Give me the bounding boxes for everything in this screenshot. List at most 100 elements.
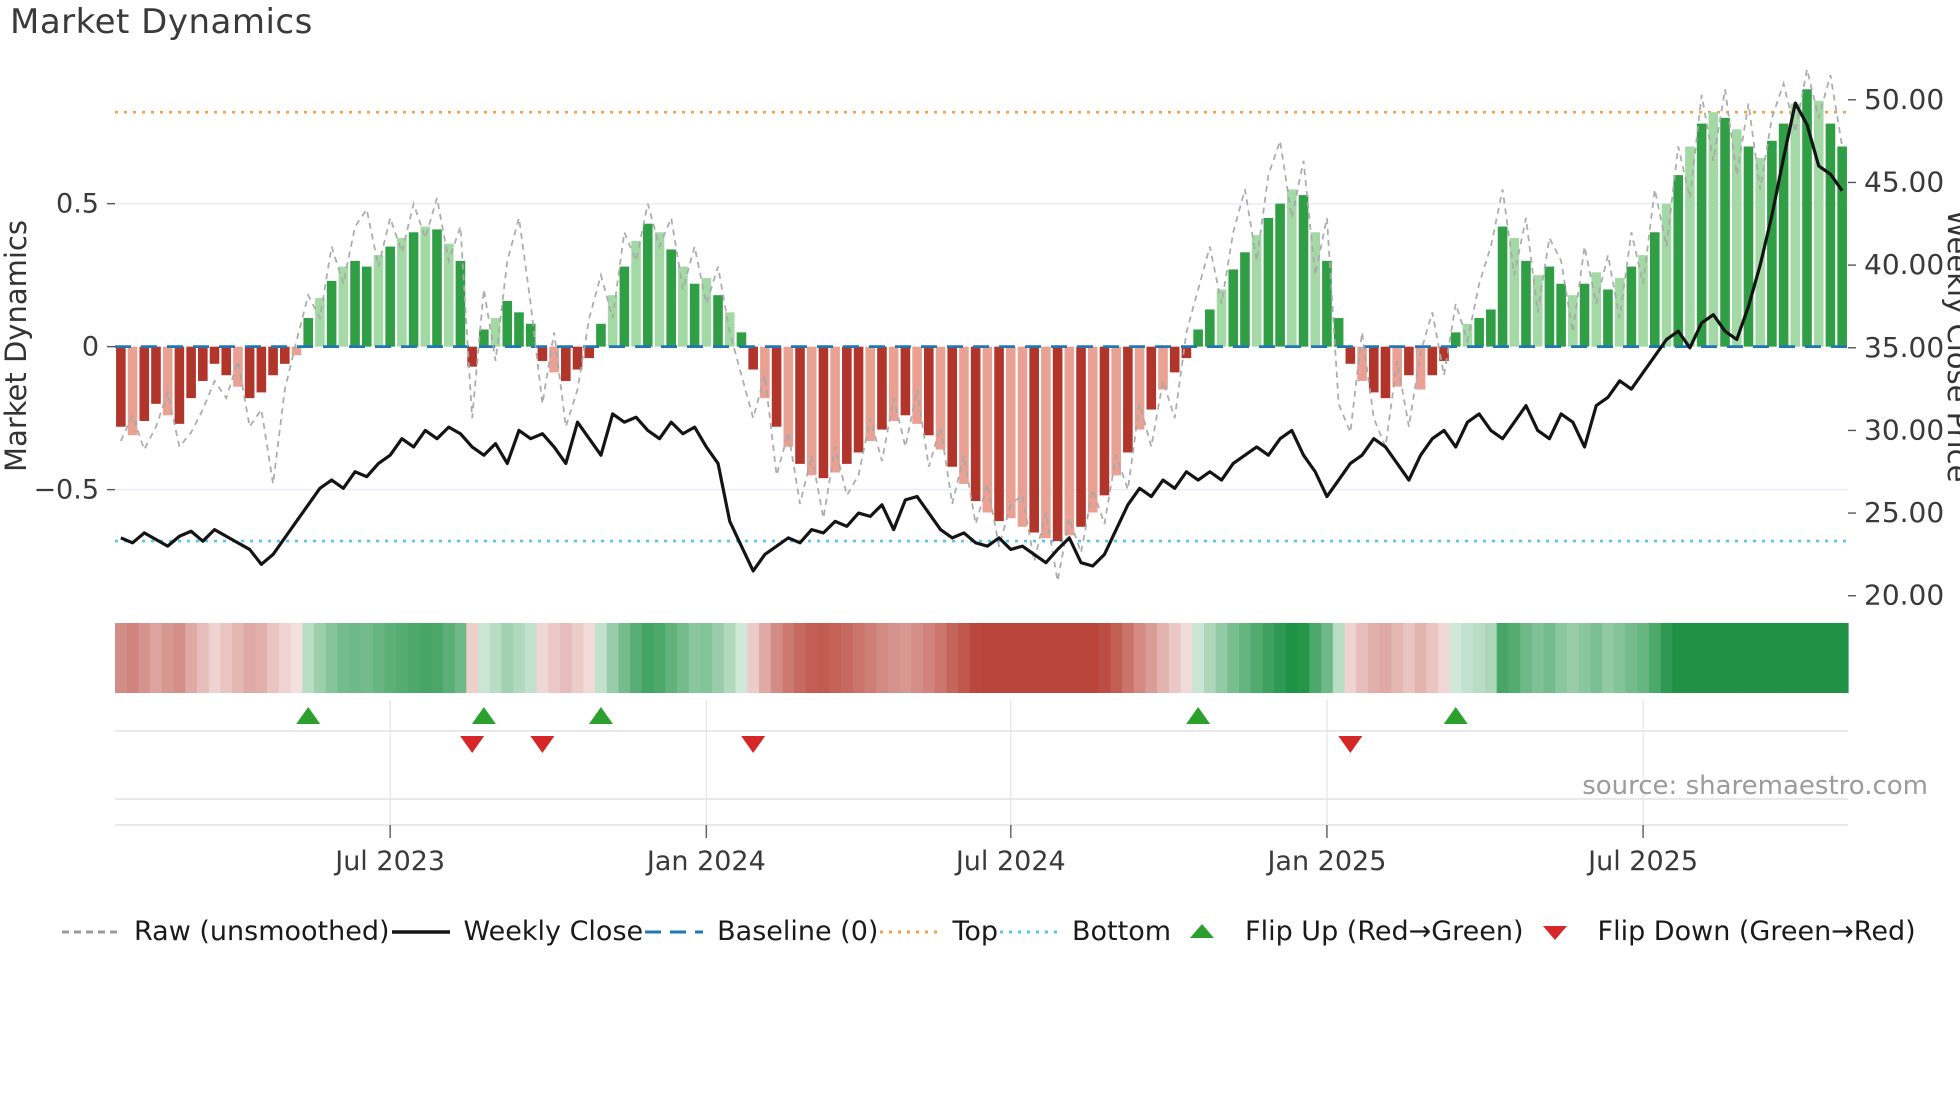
heatmap-cell bbox=[583, 623, 596, 693]
flip-up-marker bbox=[588, 707, 613, 724]
signal-heatmap-strip bbox=[115, 623, 1849, 693]
heatmap-cell bbox=[899, 623, 912, 693]
oscillator-bar bbox=[888, 346, 899, 421]
oscillator-bar bbox=[1193, 329, 1203, 347]
heatmap-cell bbox=[1836, 623, 1849, 693]
oscillator-bar bbox=[186, 346, 196, 399]
oscillator-bar bbox=[1837, 146, 1847, 347]
oscillator-bar bbox=[244, 346, 255, 399]
oscillator-bar bbox=[1099, 346, 1110, 496]
y-axis-label-right: Weekly Close Price bbox=[1941, 210, 1960, 483]
right-tick-label: 50.00 bbox=[1864, 83, 1944, 116]
oscillator-bar bbox=[1345, 346, 1356, 364]
oscillator-bar bbox=[1603, 289, 1613, 347]
heatmap-cell bbox=[1578, 623, 1591, 693]
heatmap-cell bbox=[1110, 623, 1123, 693]
heatmap-cell bbox=[1250, 623, 1264, 693]
heatmap-cell bbox=[1086, 623, 1100, 693]
oscillator-bar bbox=[1146, 346, 1157, 410]
heatmap-cell bbox=[360, 623, 374, 693]
oscillator-bar bbox=[1333, 318, 1344, 347]
right-tick-label: 25.00 bbox=[1864, 496, 1944, 529]
oscillator-bar bbox=[701, 278, 712, 347]
oscillator-bar bbox=[1322, 260, 1332, 347]
heatmap-cell bbox=[922, 623, 936, 693]
oscillator-bar bbox=[596, 323, 606, 347]
line-sample-icon bbox=[391, 929, 450, 934]
oscillator-bar bbox=[619, 266, 630, 347]
heatmap-cell bbox=[1414, 623, 1428, 693]
oscillator-bar bbox=[1767, 140, 1777, 347]
weekly-close-line bbox=[120, 101, 1844, 573]
heatmap-cell bbox=[1485, 623, 1498, 693]
oscillator-bar bbox=[1251, 235, 1262, 347]
legend-label: Baseline (0) bbox=[717, 916, 879, 947]
heatmap-cell bbox=[840, 623, 854, 693]
heatmap-cell bbox=[1508, 623, 1521, 693]
heatmap-cell bbox=[1496, 623, 1510, 693]
heatmap-cell bbox=[278, 623, 292, 693]
heatmap-cell bbox=[934, 623, 947, 693]
heatmap-cell bbox=[1473, 623, 1486, 693]
oscillator-bar bbox=[771, 346, 782, 427]
heatmap-cell bbox=[536, 623, 549, 693]
heatmap-cell bbox=[173, 623, 186, 693]
heatmap-cell bbox=[805, 623, 819, 693]
heatmap-cell bbox=[723, 623, 737, 693]
heatmap-cell bbox=[1684, 623, 1697, 693]
heatmap-cell bbox=[770, 623, 784, 693]
heatmap-cell bbox=[1426, 623, 1439, 693]
heatmap-cell bbox=[372, 623, 385, 693]
oscillator-bar bbox=[678, 266, 688, 347]
heatmap-cell bbox=[442, 623, 456, 693]
triangle-down-icon bbox=[1542, 925, 1567, 940]
oscillator-bar bbox=[1439, 346, 1449, 361]
heatmap-cell bbox=[1344, 623, 1357, 693]
heatmap-cell bbox=[1040, 623, 1053, 693]
heatmap-cell bbox=[1707, 623, 1720, 693]
heatmap-cell bbox=[431, 623, 444, 693]
oscillator-bar bbox=[1123, 346, 1133, 453]
oscillator-bar bbox=[736, 332, 747, 347]
heatmap-cell bbox=[1285, 623, 1299, 693]
oscillator-bar bbox=[174, 346, 185, 424]
heatmap-cell bbox=[1590, 623, 1603, 693]
heatmap-cell bbox=[1168, 623, 1182, 693]
oscillator-bar bbox=[1755, 157, 1765, 347]
heatmap-cell bbox=[1063, 623, 1076, 693]
heatmap-cell bbox=[1403, 623, 1416, 693]
plot-area: 0.5 0 −0.5 50.00 45.00 40.00 35.00 30.00 25.00 20… bbox=[33, 69, 1944, 877]
heatmap-cell bbox=[559, 623, 573, 693]
oscillator-bar bbox=[279, 346, 290, 364]
heatmap-cell bbox=[267, 623, 280, 693]
oscillator-bar bbox=[1638, 255, 1648, 347]
oscillator-bar bbox=[1731, 129, 1742, 347]
oscillator-bar bbox=[561, 346, 571, 381]
oscillator-bar bbox=[1134, 346, 1145, 430]
oscillator-bar bbox=[1497, 226, 1508, 347]
heatmap-cell bbox=[501, 623, 514, 693]
heatmap-cell bbox=[1192, 623, 1205, 693]
heatmap-cell bbox=[829, 623, 842, 693]
oscillator-bar bbox=[479, 329, 489, 347]
oscillator-bar bbox=[502, 300, 513, 347]
heatmap-cell bbox=[1824, 623, 1837, 693]
oscillator-bar bbox=[408, 232, 419, 347]
oscillator-bar bbox=[455, 260, 466, 347]
heatmap-cell bbox=[208, 623, 221, 693]
right-tick-label: 45.00 bbox=[1864, 165, 1944, 198]
oscillator-bar bbox=[572, 346, 583, 370]
oscillator-bar bbox=[315, 298, 325, 347]
oscillator-bar bbox=[116, 346, 126, 427]
oscillator-bar bbox=[1181, 346, 1192, 359]
oscillator-bar bbox=[1076, 346, 1086, 527]
heatmap-cell bbox=[712, 623, 725, 693]
oscillator-bar bbox=[642, 223, 653, 347]
heatmap-cell bbox=[677, 623, 690, 693]
oscillator-bar bbox=[162, 346, 173, 416]
heatmap-cell bbox=[1566, 623, 1580, 693]
oscillator-bar bbox=[291, 346, 302, 356]
oscillator-bar bbox=[326, 280, 337, 347]
oscillator-bar bbox=[537, 346, 548, 361]
legend-item: Flip Down (Green→Red) bbox=[1524, 916, 1916, 947]
